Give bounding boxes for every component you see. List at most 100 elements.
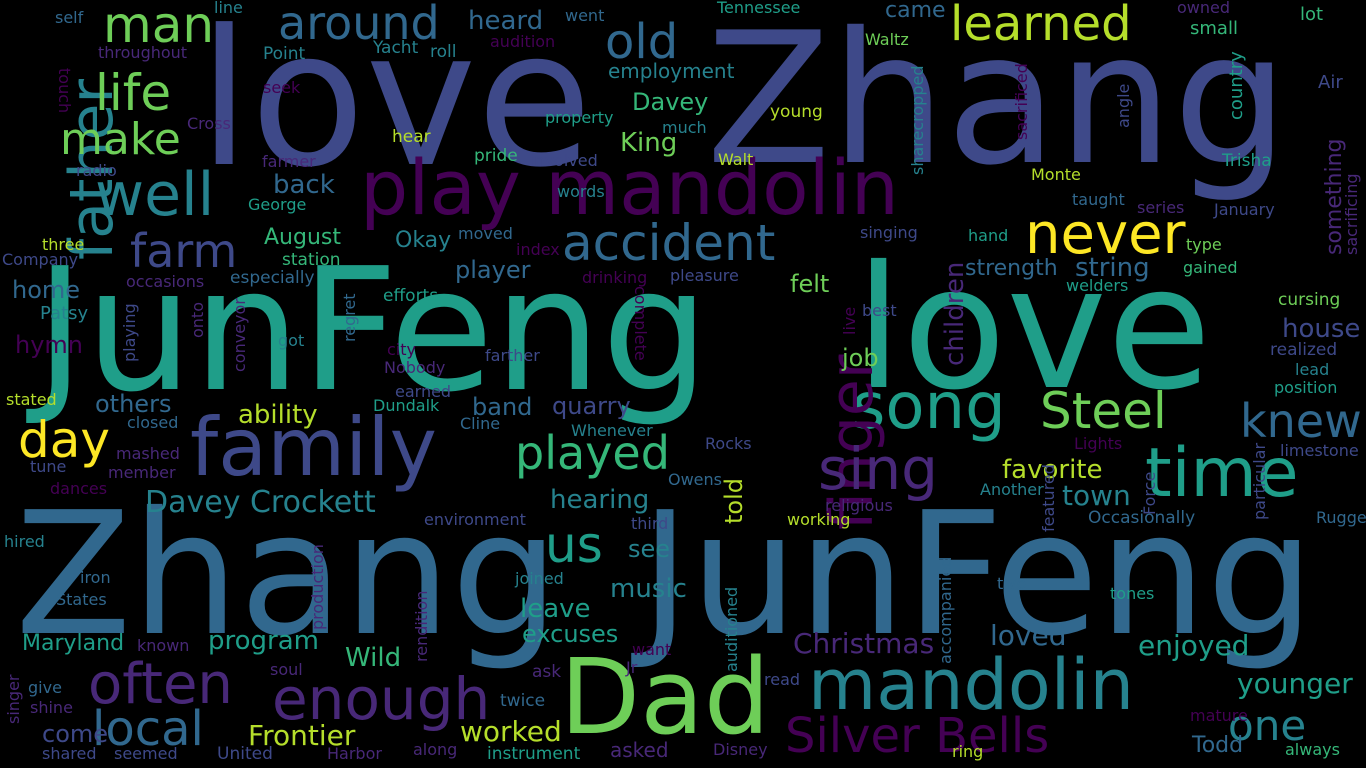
word: excuses <box>522 620 619 648</box>
word: favorite <box>1002 455 1103 485</box>
word: especially <box>230 268 315 288</box>
word: asked <box>610 738 669 762</box>
word: often <box>88 652 233 717</box>
word: Okay <box>395 228 452 253</box>
word: worked <box>460 715 562 748</box>
word: station <box>282 250 341 270</box>
word: small <box>1190 18 1238 39</box>
word: roll <box>430 42 457 62</box>
word: iron <box>80 568 111 587</box>
word: sharecropped <box>908 65 927 175</box>
word: words <box>557 182 605 201</box>
word: Patsy <box>40 303 89 324</box>
word: string <box>1075 253 1150 283</box>
word: Nobody <box>384 358 446 377</box>
word: Waltz <box>865 30 909 49</box>
word: farm <box>130 224 238 278</box>
word: sacrificed <box>1012 63 1031 140</box>
word: tune <box>30 457 67 476</box>
word: strength <box>965 256 1058 281</box>
word: much <box>662 118 707 137</box>
word: environment <box>424 510 526 529</box>
word: accident <box>562 214 776 272</box>
word: complete <box>631 286 650 361</box>
word: love <box>855 230 1212 428</box>
word: children <box>940 261 970 366</box>
word: occasions <box>126 272 205 291</box>
word: learned <box>950 0 1132 52</box>
word: conveyor <box>230 298 249 372</box>
word: gained <box>1183 258 1238 277</box>
word: index <box>516 240 560 259</box>
word: shared <box>42 744 97 763</box>
word: came <box>885 0 946 23</box>
word: rendition <box>412 590 431 662</box>
word: time <box>1145 434 1299 513</box>
word: Point <box>263 44 306 64</box>
word: life <box>95 64 172 122</box>
word: song <box>852 370 1006 444</box>
word: stated <box>6 390 57 409</box>
word: loved <box>990 619 1067 652</box>
word: welders <box>1066 276 1129 295</box>
word: involved <box>530 151 598 170</box>
word: hired <box>4 532 45 551</box>
word: efforts <box>383 286 439 306</box>
word: play <box>1351 0 1366 22</box>
word: read <box>764 670 801 689</box>
word: enough <box>272 665 491 733</box>
word: country <box>1226 51 1247 120</box>
word: hearing <box>550 485 650 515</box>
word: JunFeng <box>35 232 710 430</box>
word: onto <box>188 302 207 338</box>
word: accompanied <box>936 556 955 664</box>
word: limestone <box>1280 441 1359 460</box>
word: Cross <box>187 114 231 133</box>
word: particular <box>1250 442 1269 520</box>
word: give <box>28 678 62 697</box>
word: Another <box>980 480 1044 499</box>
word: felt <box>790 270 830 298</box>
word: Rocks <box>705 434 752 453</box>
word: August <box>264 225 341 250</box>
word: job <box>842 344 879 372</box>
word: lead <box>1295 360 1330 379</box>
word: Rugged <box>1316 508 1366 527</box>
word: Silver Bells <box>785 708 1050 764</box>
word: Christmas <box>793 627 935 660</box>
word: January <box>1214 200 1275 219</box>
word: mashed <box>116 444 180 463</box>
word: moved <box>458 224 513 243</box>
word: working <box>787 510 851 529</box>
word: three <box>42 235 85 254</box>
word: around <box>278 0 440 50</box>
word: Dundalk <box>373 396 440 415</box>
word: JunFeng <box>640 476 1315 674</box>
word: member <box>108 463 176 482</box>
word: tones <box>1110 584 1155 603</box>
word: position <box>1274 378 1338 397</box>
word: Cline <box>460 414 501 433</box>
word: local <box>92 701 204 757</box>
word: Davey Crockett <box>145 485 376 520</box>
word: Trisha <box>1222 151 1272 171</box>
word: farther <box>485 346 540 365</box>
word: Owens <box>668 470 722 489</box>
word: house <box>1282 314 1361 344</box>
word: Davey <box>632 88 709 116</box>
word: home <box>12 276 81 304</box>
word: production <box>308 544 327 630</box>
word: Zhang <box>706 0 1289 205</box>
word: Monte <box>1031 165 1081 184</box>
word: ask <box>532 662 562 682</box>
word: George <box>248 195 307 214</box>
word: Disney <box>713 740 768 759</box>
word: come <box>42 720 109 748</box>
word: Air <box>1318 72 1343 93</box>
word: ability <box>238 400 318 430</box>
word: live <box>840 306 859 335</box>
word: Dad <box>560 636 770 758</box>
word: Wild <box>345 643 402 673</box>
word: band <box>472 393 533 421</box>
word: third <box>631 514 669 533</box>
